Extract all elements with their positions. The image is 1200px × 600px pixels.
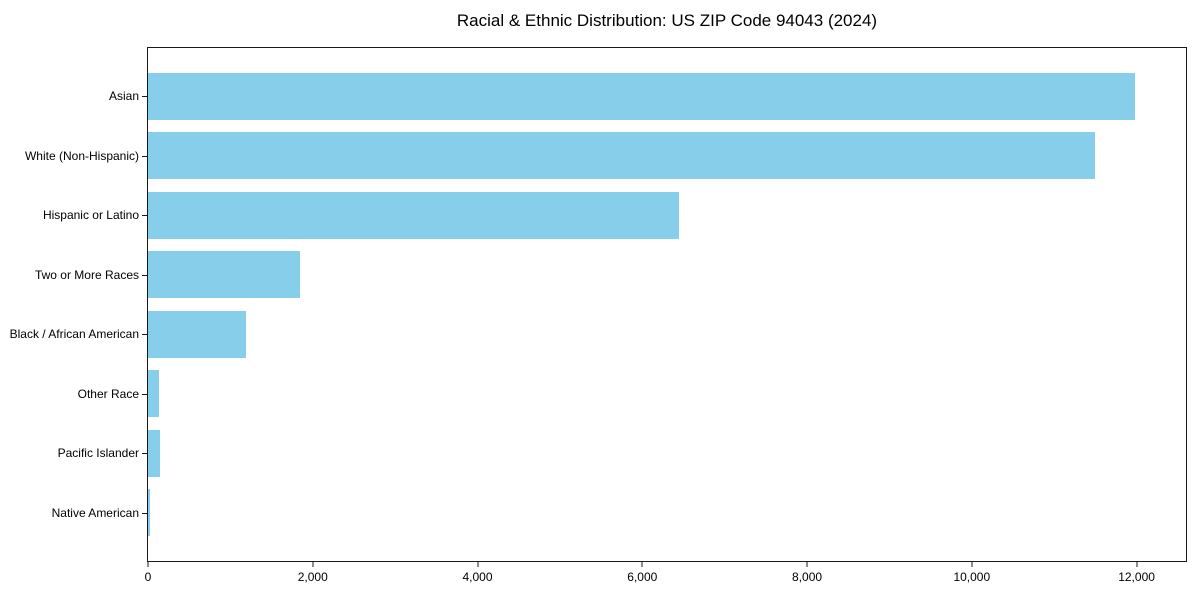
y-axis-tick-mark (142, 215, 147, 217)
bar (148, 191, 679, 239)
y-tick-label: Black / African American (9, 327, 139, 342)
bar-row: Pacific Islander (58, 424, 1186, 484)
bar-row: Native American (52, 483, 1186, 543)
y-axis-tick-mark (142, 512, 147, 514)
y-axis-tick-mark (142, 274, 147, 276)
y-tick-label: Asian (108, 89, 139, 104)
chart-title: Racial & Ethnic Distribution: US ZIP Cod… (456, 11, 878, 30)
y-tick-label: Native American (51, 505, 139, 520)
y-tick-label: Hispanic or Latino (42, 208, 139, 223)
x-tick-label: 2,000 (297, 570, 328, 584)
bar (148, 72, 1135, 120)
x-axis-tick-mark (1136, 562, 1138, 567)
x-tick-label: 0 (144, 570, 152, 584)
bar-row: White (Non-Hispanic) (25, 126, 1186, 186)
x-axis-tick-mark (641, 562, 643, 567)
y-tick-label: Two or More Races (34, 267, 139, 282)
x-tick-label: 10,000 (953, 570, 991, 584)
plot-area: Asian White (Non-Hispanic) Hispanic or Lat… (10, 47, 1187, 584)
x-axis-tick-mark (477, 562, 479, 567)
x-tick-label: 4,000 (462, 570, 493, 584)
bar-row: Two or More Races (35, 245, 1186, 305)
y-tick-label: Other Race (77, 386, 139, 401)
bar (148, 132, 1095, 180)
y-axis-tick-mark (142, 96, 147, 98)
bar-group: Asian White (Non-Hispanic) Hispanic or Lat… (10, 48, 1186, 561)
y-axis-tick-mark (142, 393, 147, 395)
x-axis-tick-mark (971, 562, 973, 567)
x-tick-label: 12,000 (1118, 570, 1155, 584)
y-axis-tick-mark (142, 334, 147, 336)
y-axis-tick-mark (142, 155, 147, 157)
bar-row: Other Race (78, 364, 1186, 424)
x-axis-tick-mark (312, 562, 314, 567)
bar-row: Black / African American (10, 305, 1186, 365)
bar (148, 429, 160, 477)
x-axis-tick-mark (806, 562, 808, 567)
bar (148, 251, 301, 299)
y-tick-label: White (Non-Hispanic) (24, 148, 139, 163)
x-tick-label: 8,000 (792, 570, 823, 584)
bar (148, 489, 151, 537)
x-axis-tick-mark (147, 562, 149, 567)
bar (148, 310, 247, 358)
x-axis: 0 2,000 4,000 6,000 8,000 10,000 12,000 (144, 561, 1186, 600)
y-tick-label: Pacific Islander (57, 446, 139, 461)
bar (148, 370, 159, 418)
y-axis-tick-mark (142, 453, 147, 455)
x-tick-label: 6,000 (627, 570, 658, 584)
bar-row: Asian (109, 67, 1186, 127)
bar-row: Hispanic or Latino (43, 186, 1186, 246)
